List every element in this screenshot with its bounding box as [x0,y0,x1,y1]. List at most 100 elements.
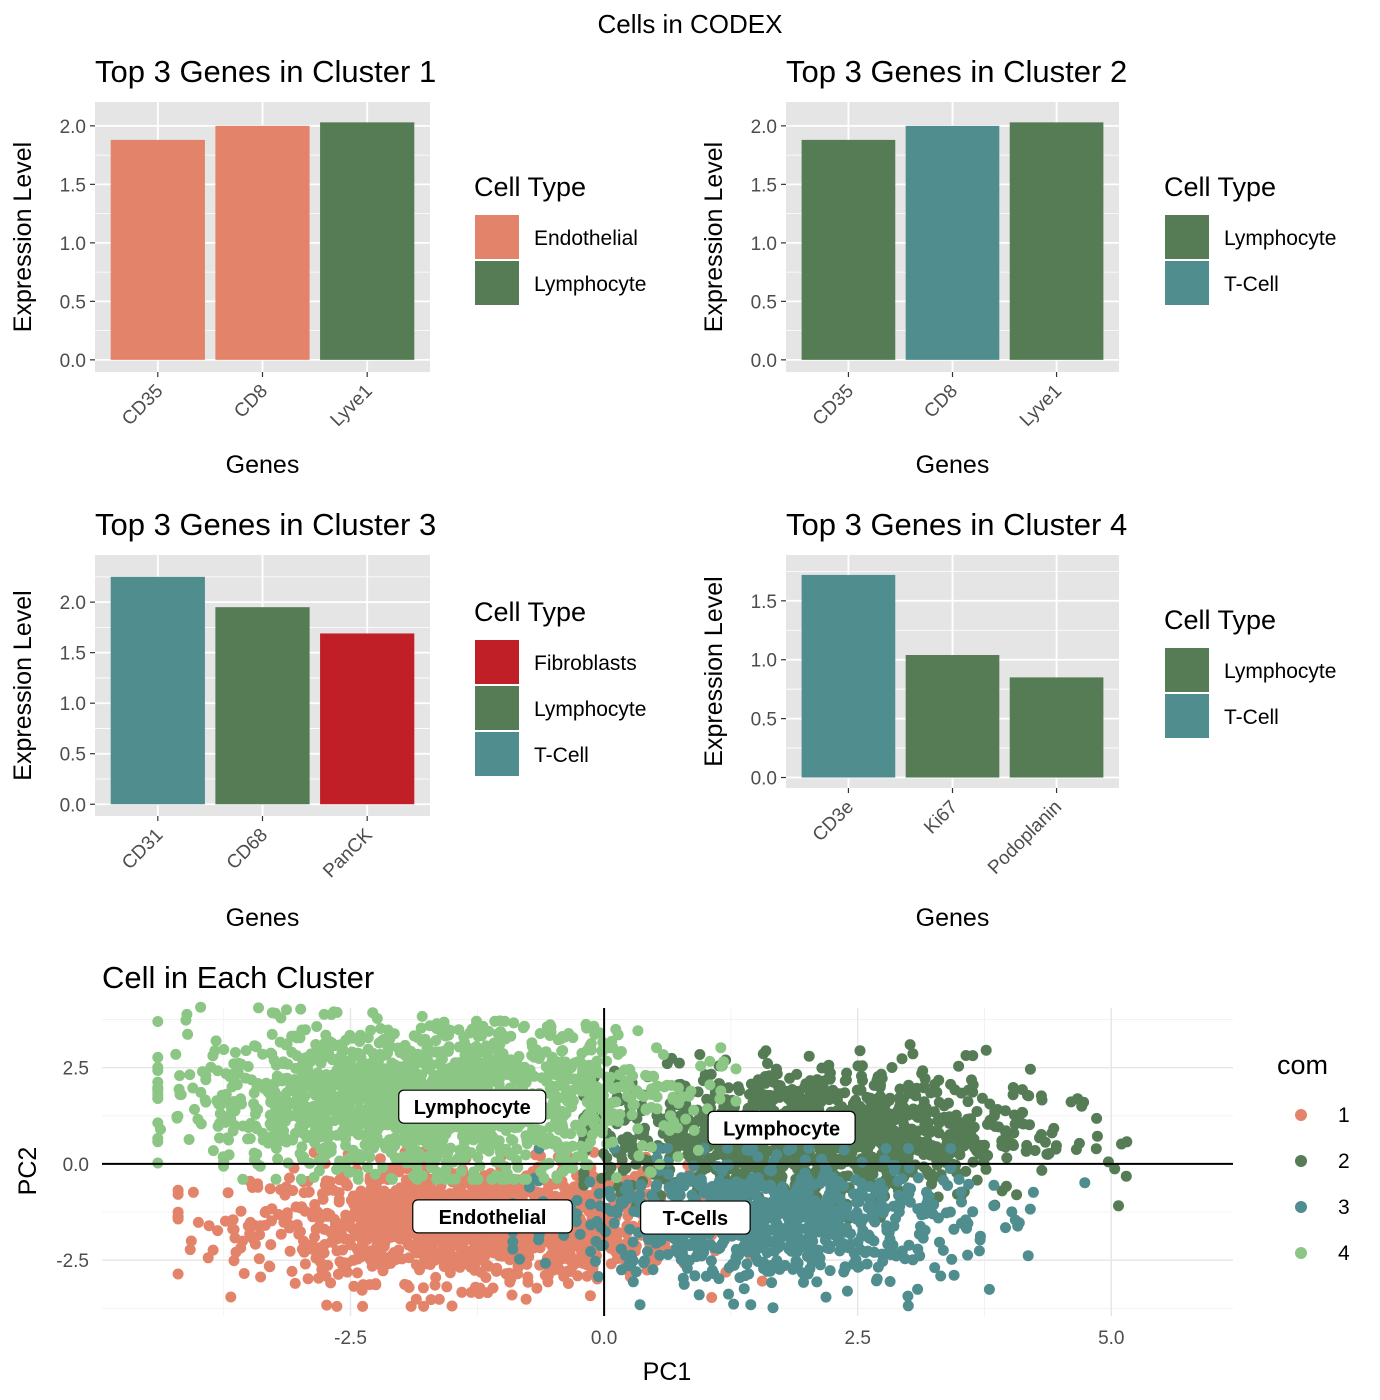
scatter-point [754,1090,766,1102]
scatter-point [752,1151,764,1163]
scatter-point [291,1219,303,1231]
scatter-point [929,1262,941,1274]
scatter-point [518,1020,530,1032]
scatter-point [762,1058,773,1069]
legend-swatch [1163,692,1211,740]
y-tick-label: 0.5 [751,292,777,313]
scatter-point [571,1151,583,1163]
legend-title: Cell Type [474,597,586,627]
scatter-point [971,1174,983,1186]
y-axis-label: Expression Level [700,142,728,332]
scatter-point [864,1181,876,1192]
legend-swatch [473,213,521,261]
scatter-point [730,1063,742,1075]
scatter-point [255,1271,267,1283]
scatter-point [799,1154,811,1166]
scatter-point [989,1105,1001,1117]
scatter-point [284,1172,295,1184]
x-tick-label: CD68 [223,825,272,874]
legend-swatch [473,684,521,732]
scatter-point [814,1259,826,1271]
scatter-point [912,1172,924,1184]
bar-chart-cluster-4: Top 3 Genes in Cluster 40.00.51.01.5CD3e… [700,507,1336,932]
scatter-point [1006,1206,1018,1218]
scatter-point [302,1273,314,1285]
scatter-point [966,1074,977,1086]
scatter-point [222,1187,234,1199]
scatter-point [827,1225,839,1237]
scatter-point [570,1208,582,1220]
scatter-point [760,1045,772,1057]
scatter-point [337,1244,349,1256]
scatter-point [349,1197,361,1209]
scatter-point [227,1214,239,1226]
scatter-point [272,1070,284,1082]
scatter-point [469,1251,481,1263]
scatter-point [351,1267,363,1279]
bar [320,633,415,805]
scatter-point [634,1299,646,1311]
y-tick-label: 1.5 [751,175,777,196]
scatter-point [811,1276,823,1288]
scatter-point [850,1254,862,1265]
scatter-point [480,1259,492,1270]
scatter-point [266,1028,278,1040]
scatter-point [627,1276,639,1288]
legend-swatch [473,730,521,778]
scatter-point [804,1234,816,1246]
scatter-point [522,1276,534,1288]
bar [320,122,415,360]
scatter-point [663,1168,674,1180]
scatter-point [325,1277,337,1289]
scatter-point [393,1244,405,1256]
scatter-point [644,1166,656,1178]
scatter-point [791,1182,803,1194]
scatter-point [892,1139,904,1151]
scatter-point [967,1050,979,1062]
scatter-point [874,1177,886,1189]
scatter-point [876,1202,888,1213]
legend-swatch [1163,646,1211,694]
scatter-point [705,1255,717,1267]
scatter-point [983,1283,995,1295]
scatter-point [650,1237,662,1249]
scatter-point [646,1141,657,1153]
y-tick-label: 0.0 [751,769,777,790]
scatter-point [945,1143,957,1154]
scatter-point [617,1134,628,1146]
scatter-point [937,1174,949,1186]
scatter-point [747,1143,759,1154]
scatter-point [1036,1164,1048,1176]
x-tick-label: Podoplanin [984,797,1066,879]
scatter-point [296,1243,308,1255]
scatter-point [491,1262,503,1274]
scatter-point [592,1271,604,1282]
scatter-point [386,1173,398,1185]
scatter-point [924,1149,936,1161]
scatter-point [574,1228,586,1240]
x-tick-label: CD35 [809,381,858,430]
scatter-point [551,1170,563,1182]
scatter-point [682,1171,694,1183]
scatter-point [567,1239,579,1251]
scatter-point [876,1102,888,1114]
scatter-point [838,1144,850,1156]
scatter-point [237,1173,249,1185]
scatter-point [616,1154,628,1166]
scatter-point [310,1223,322,1235]
scatter-point [853,1196,865,1208]
scatter-point [791,1068,803,1080]
scatter-point [841,1285,853,1297]
scatter-point [946,1253,958,1265]
scatter-point [465,1286,477,1298]
scatter-point [799,1082,811,1094]
scatter-point [585,1219,597,1231]
scatter-point [586,1129,598,1141]
scatter-point [764,1235,776,1247]
scatter-point [508,1017,520,1029]
scatter-point [317,1188,328,1200]
scatter-point [321,1207,333,1219]
scatter-point [642,1246,653,1257]
scatter-point [958,1120,970,1132]
scatter-point [291,1050,303,1062]
